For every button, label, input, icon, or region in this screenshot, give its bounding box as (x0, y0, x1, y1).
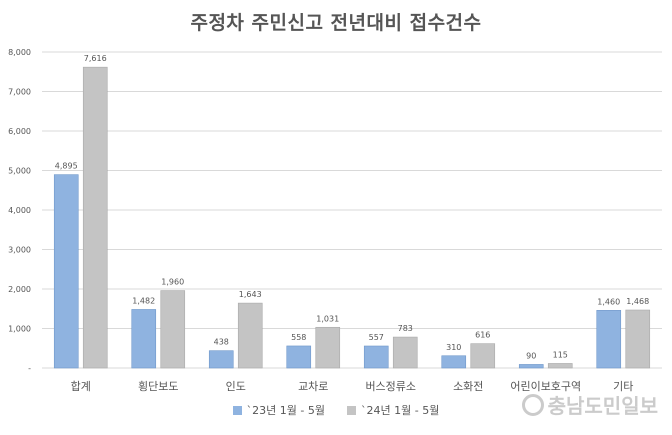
y-tick-label: 1,000 (8, 325, 31, 334)
y-tick-label: 6,000 (8, 127, 31, 136)
bar (315, 326, 341, 369)
data-label: 438 (214, 338, 229, 347)
chart-title: 주정차 주민신고 전년대비 접수건수 (190, 12, 482, 34)
watermark: 충남도민일보 (521, 390, 658, 419)
watermark-logo-icon (521, 393, 544, 416)
x-tick-label: 합계 (71, 380, 91, 393)
bar (363, 345, 389, 369)
data-label: 7,616 (84, 54, 107, 63)
bar (286, 345, 312, 369)
legend-label-2023: `23년 1월 - 5월 (246, 404, 325, 417)
data-label: 1,460 (597, 297, 620, 306)
legend-label-2024: `24년 1월 - 5월 (361, 404, 440, 417)
x-tick-label: 기타 (613, 380, 633, 393)
data-label: 4,895 (55, 162, 78, 171)
legend-item-2023: `23년 1월 - 5월 (232, 402, 325, 418)
data-label: 557 (369, 333, 384, 342)
bar (596, 310, 622, 369)
y-tick-label: - (28, 364, 31, 373)
y-tick-label: 2,000 (8, 285, 31, 294)
bar (131, 309, 157, 369)
x-tick-label: 횡단보도 (138, 380, 178, 393)
y-tick-label: 7,000 (8, 88, 31, 97)
bar (392, 336, 418, 369)
legend: `23년 1월 - 5월 `24년 1월 - 5월 (0, 402, 672, 418)
data-label: 558 (291, 333, 306, 342)
y-tick-label: 3,000 (8, 246, 31, 255)
x-tick-label: 어린이보호구역 (510, 380, 581, 393)
data-label: 616 (475, 331, 490, 340)
legend-item-2024: `24년 1월 - 5월 (347, 402, 439, 418)
bar (470, 343, 496, 369)
y-tick-label: 5,000 (8, 167, 31, 176)
legend-swatch-2023 (232, 405, 242, 415)
x-tick-label: 인도 (226, 380, 246, 393)
data-label: 1,643 (239, 290, 262, 299)
data-label: 1,960 (161, 278, 184, 287)
y-tick-label: 4,000 (8, 206, 31, 215)
x-tick-label: 소화전 (453, 380, 483, 393)
data-label: 1,468 (626, 297, 649, 306)
bar (625, 309, 651, 369)
x-tick-label: 교차로 (298, 380, 328, 393)
bar (547, 363, 573, 369)
legend-swatch-2024 (347, 405, 356, 415)
bar (53, 174, 79, 369)
data-label: 1,031 (316, 314, 339, 323)
data-label: 783 (398, 324, 413, 333)
data-label: 115 (553, 350, 568, 359)
bar (208, 350, 234, 369)
x-tick-label: 버스정류소 (365, 380, 416, 393)
data-label: 90 (526, 351, 536, 360)
y-tick-label: 8,000 (8, 48, 31, 57)
bar (237, 302, 263, 369)
watermark-text: 충남도민일보 (547, 394, 658, 418)
bar (441, 355, 467, 369)
bar (518, 364, 544, 369)
bar (160, 290, 186, 369)
data-label: 310 (446, 343, 461, 352)
data-label: 1,482 (132, 296, 155, 305)
bar (82, 66, 108, 369)
